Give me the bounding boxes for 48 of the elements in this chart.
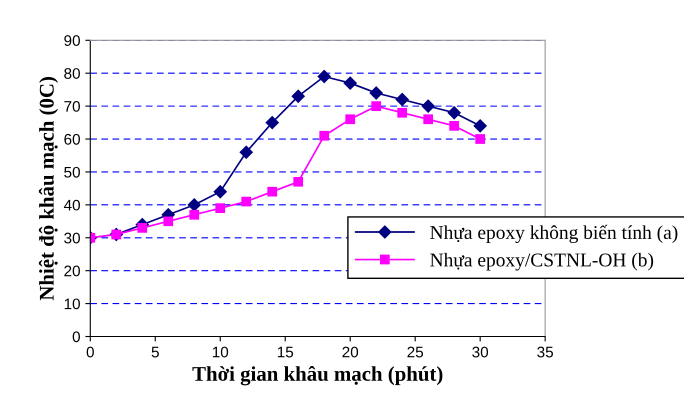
point <box>292 90 305 103</box>
point <box>240 146 253 159</box>
x-tick-label: 10 <box>212 346 228 358</box>
point <box>344 76 357 90</box>
x-tick-label: 0 <box>86 346 94 358</box>
y-tick-label: 10 <box>64 298 80 310</box>
point <box>215 203 226 214</box>
point <box>475 134 486 144</box>
y-tick-label: 60 <box>64 134 80 145</box>
point <box>163 216 174 226</box>
point <box>188 198 201 212</box>
x-axis-title: Thời gian khâu mạch (phút) <box>192 366 442 386</box>
point <box>214 185 227 198</box>
point <box>370 86 383 100</box>
x-tick-label: 5 <box>152 346 159 358</box>
point <box>319 130 330 141</box>
y-tick-label: 40 <box>64 200 80 211</box>
point <box>267 186 278 197</box>
point <box>474 119 487 132</box>
point <box>423 114 434 124</box>
point <box>448 106 461 120</box>
y-tick-label: 30 <box>64 232 80 244</box>
point <box>345 114 356 124</box>
y-tick-label: 90 <box>64 35 80 46</box>
point <box>422 100 435 113</box>
y-tick-label: 0 <box>72 331 80 342</box>
point <box>371 101 382 111</box>
x-tick-label: 35 <box>537 346 554 358</box>
y-tick-label: 70 <box>64 100 80 112</box>
point <box>449 121 460 131</box>
point <box>397 108 408 118</box>
point <box>189 210 200 220</box>
point <box>266 116 279 130</box>
x-tick-label: 20 <box>342 346 358 358</box>
point <box>396 92 409 106</box>
x-tick-label: 25 <box>407 346 424 358</box>
point <box>293 176 304 187</box>
y-tick-label: 20 <box>64 266 80 276</box>
point <box>318 70 331 84</box>
point <box>241 196 252 206</box>
x-tick-label: 15 <box>278 346 294 358</box>
y-tick-label: 50 <box>64 166 80 178</box>
legend-label: Nhựa epoxy không biến tính (a) <box>430 224 678 244</box>
x-tick-label: 30 <box>472 346 488 358</box>
y-axis-title: Nhiệt độ khâu mạch (0C) <box>38 77 58 300</box>
point <box>137 223 148 233</box>
legend-label: Nhựa epoxy/CSTNL-OH (b) <box>430 252 654 271</box>
y-tick-label: 80 <box>64 68 80 79</box>
